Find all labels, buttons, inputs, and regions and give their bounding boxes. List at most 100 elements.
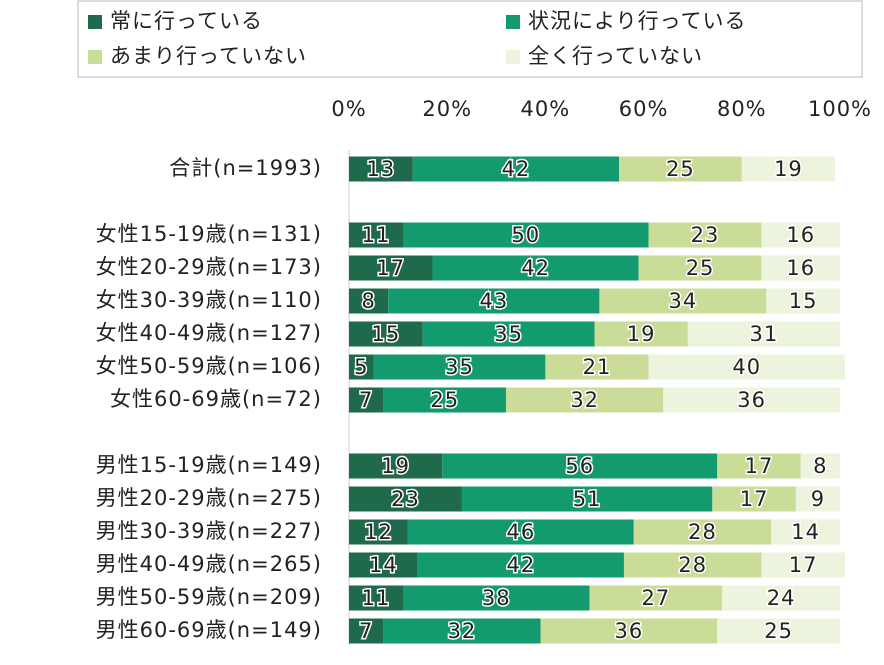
value-label: 8 (813, 454, 827, 478)
legend-swatch (506, 15, 520, 29)
value-label: 36 (615, 619, 644, 643)
legend-swatch (506, 50, 520, 64)
value-label: 12 (364, 520, 393, 544)
value-label: 35 (445, 355, 474, 379)
y-tick-label: 合計(n=1993) (169, 156, 322, 180)
value-label: 32 (448, 619, 477, 643)
bar-segment (599, 288, 767, 314)
bar-segment (766, 288, 840, 314)
value-label: 24 (767, 586, 796, 610)
value-label: 46 (506, 520, 535, 544)
bar-segment (648, 222, 762, 248)
y-tick-label: 男性50-59歳(n=209) (96, 585, 322, 609)
bar-segment (432, 255, 639, 281)
legend-swatch (88, 50, 102, 64)
bar-segment (442, 453, 718, 479)
value-label: 51 (573, 487, 602, 511)
bar-segment (373, 354, 546, 380)
bar-segment (619, 156, 742, 182)
value-label: 25 (430, 388, 459, 412)
bar-segment (388, 288, 600, 314)
value-label: 23 (691, 223, 720, 247)
value-label: 7 (359, 619, 373, 643)
bar-segment (383, 387, 507, 413)
bar-segment (623, 552, 762, 578)
legend-label: 全く行っていない (528, 44, 703, 68)
value-label: 13 (367, 157, 396, 181)
bar-segment (761, 552, 845, 578)
value-label: 23 (391, 487, 420, 511)
value-label: 17 (740, 487, 769, 511)
value-label: 19 (774, 157, 803, 181)
y-tick-label: 女性30-39歳(n=110) (96, 288, 322, 312)
x-tick-label: 20% (422, 97, 472, 121)
value-label: 19 (627, 322, 656, 346)
value-label: 36 (737, 388, 766, 412)
bar-segment (349, 585, 404, 611)
bar-segment (648, 354, 845, 380)
value-label: 5 (354, 355, 368, 379)
legend-label: あまり行っていない (110, 44, 307, 68)
value-label: 56 (565, 454, 594, 478)
bar-segment (761, 255, 840, 281)
y-tick-label: 男性60-69歳(n=149) (96, 618, 322, 642)
y-tick-label: 女性40-49歳(n=127) (96, 321, 322, 345)
bar-segment (422, 321, 595, 347)
bar-segment (349, 222, 404, 248)
bar-segment (349, 321, 423, 347)
value-label: 42 (521, 256, 550, 280)
y-tick-label: 女性50-59歳(n=106) (96, 354, 322, 378)
y-tick-label: 女性60-69歳(n=72) (110, 387, 322, 411)
bar-segment (741, 156, 836, 182)
bar-segment (663, 387, 840, 413)
bar-segment (349, 255, 433, 281)
y-tick-label: 男性20-29歳(n=275) (96, 486, 322, 510)
value-label: 25 (764, 619, 793, 643)
value-label: 42 (506, 553, 535, 577)
bar-segment (638, 255, 762, 281)
bar-segment (417, 552, 624, 578)
bar-segment (412, 156, 620, 182)
bar-segment (761, 222, 840, 248)
value-label: 11 (362, 223, 391, 247)
value-label: 17 (376, 256, 405, 280)
value-label: 19 (381, 454, 410, 478)
y-tick-label: 男性40-49歳(n=265) (96, 552, 322, 576)
legend-label: 常に行っている (110, 9, 263, 33)
bar-segment (771, 519, 840, 545)
bar-segment (349, 618, 384, 644)
value-label: 8 (361, 289, 375, 313)
bar-segment (722, 585, 840, 611)
value-label: 9 (811, 487, 825, 511)
bar-segment (589, 585, 723, 611)
bar-segment (349, 519, 408, 545)
bar-segment (349, 288, 389, 314)
value-label: 35 (494, 322, 523, 346)
bar-segment (717, 453, 801, 479)
value-label: 21 (583, 355, 612, 379)
x-tick-label: 40% (521, 97, 571, 121)
y-tick-label: 女性15-19歳(n=131) (96, 222, 322, 246)
bar-segment (800, 453, 840, 479)
x-tick-label: 100% (808, 97, 872, 121)
value-label: 17 (745, 454, 774, 478)
bar-segment (349, 354, 374, 380)
bar-segment (349, 156, 413, 182)
value-label: 28 (678, 553, 707, 577)
y-tick-label: 男性30-39歳(n=227) (96, 519, 322, 543)
value-label: 34 (669, 289, 698, 313)
bar-segment (349, 387, 384, 413)
value-label: 25 (686, 256, 715, 280)
value-label: 42 (502, 157, 531, 181)
y-tick-label: 男性15-19歳(n=149) (96, 453, 322, 477)
bar-segment (633, 519, 772, 545)
bar-segment (712, 486, 796, 512)
value-label: 28 (688, 520, 717, 544)
bar-segment (349, 552, 418, 578)
value-label: 32 (570, 388, 599, 412)
value-label: 40 (732, 355, 761, 379)
bar-segment (594, 321, 688, 347)
value-label: 27 (642, 586, 671, 610)
value-label: 38 (482, 586, 511, 610)
